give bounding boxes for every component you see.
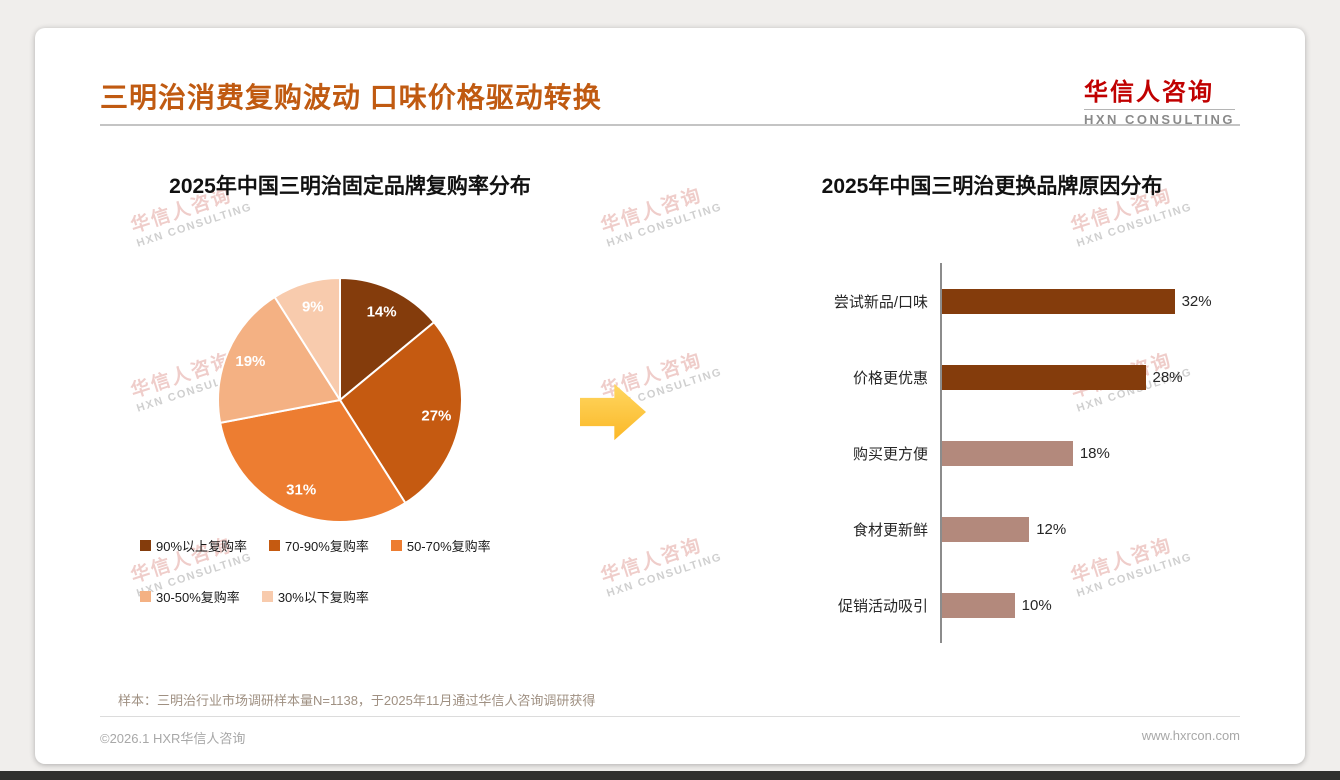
legend-swatch	[269, 540, 281, 551]
legend-swatch	[390, 540, 402, 551]
pie-chart-title: 2025年中国三明治固定品牌复购率分布	[169, 175, 531, 198]
legend-swatch	[140, 540, 151, 551]
bottom-edge-bar	[0, 771, 1340, 780]
bar-category-label: 食材更新鲜	[852, 521, 928, 539]
bar-plot-area: 28%	[940, 339, 1260, 415]
bar-plot-area: 32%	[940, 263, 1260, 339]
pie-slice	[273, 276, 341, 404]
bar-value-label: 12%	[1036, 520, 1067, 538]
footer-copyright: ©2026.1 HXR华信人咨询	[100, 731, 246, 746]
bar-category-label: 促销活动吸引	[837, 597, 928, 615]
bar-row: 价格更优惠 28%	[740, 339, 1260, 415]
bar-segment	[942, 440, 1073, 466]
legend-label: 50-70%复购率	[406, 539, 491, 554]
bar-value-label: 28%	[1152, 368, 1183, 386]
sample-footnote: 样本：三明治行业市场调研样本量N=1138，于2025年11月通过华信人咨询调研…	[118, 693, 596, 708]
legend-item: 90%以上复购率	[140, 536, 247, 555]
pie-slice	[338, 320, 463, 505]
pie-slice	[218, 398, 407, 523]
bar-row: 促销活动吸引 10%	[740, 567, 1260, 643]
bar-value-label: 32%	[1181, 292, 1212, 310]
bar-plot-area: 10%	[940, 567, 1260, 643]
bar-value-label: 18%	[1079, 444, 1110, 462]
bar-row: 尝试新品/口味 32%	[740, 263, 1260, 339]
pie-slice	[339, 276, 436, 403]
bar-segment	[942, 592, 1015, 618]
bar-chart: 尝试新品/口味 32% 价格更优惠 28% 购买更方便 18% 食材更新鲜 12% 促销活动吸引…	[740, 263, 1260, 643]
legend-label: 70-90%复购率	[285, 539, 369, 554]
legend-swatch	[261, 591, 273, 602]
page-title: 三明治消费复购波动 口味价格驱动转换	[100, 82, 602, 113]
legend-label: 30%以下复购率	[277, 590, 369, 605]
logo-chinese-text: 华信人咨询	[1083, 79, 1214, 106]
bar-segment	[942, 516, 1030, 542]
bar-plot-area: 18%	[940, 415, 1260, 491]
pie-slice	[217, 295, 342, 425]
company-logo: 华信人咨询 HXN CONSULTING	[1083, 72, 1235, 127]
pie-slice-label: 9%	[302, 298, 324, 315]
bar-value-label: 10%	[1021, 596, 1052, 614]
bar-row: 购买更方便 18%	[740, 415, 1260, 491]
bar-row: 食材更新鲜 12%	[740, 491, 1260, 567]
pie-chart: 14% 27% 31% 19% 9%	[217, 276, 463, 523]
bar-segment	[942, 288, 1175, 314]
legend-label: 90%以上复购率	[156, 539, 248, 554]
pie-slice-label: 14%	[367, 304, 397, 321]
bar-category-label: 尝试新品/口味	[833, 293, 928, 311]
legend-item: 30-50%复购率	[140, 587, 240, 606]
pie-legend: 90%以上复购率 70-90%复购率 50-70%复购率 30-50%复购率 30%以下…	[140, 536, 590, 638]
slide: 华信人咨询 HXN CONSULTING 华信人咨询 HXN CONSULTING 华信…	[35, 28, 1305, 764]
pie-slice-label: 31%	[286, 482, 316, 499]
legend-item: 30%以下复购率	[261, 587, 369, 606]
pie-slice-label: 27%	[421, 407, 451, 424]
footer-divider	[100, 716, 1240, 717]
legend-swatch	[140, 591, 151, 602]
pie-slice-label: 19%	[235, 353, 265, 370]
logo-english-text: HXN CONSULTING	[1083, 109, 1235, 127]
legend-item: 50-70%复购率	[390, 536, 491, 555]
legend-label: 30-50%复购率	[156, 590, 240, 605]
bar-plot-area: 12%	[940, 491, 1260, 567]
bar-segment	[942, 364, 1146, 390]
header-divider	[100, 124, 1240, 126]
bar-chart-title: 2025年中国三明治更换品牌原因分布	[821, 175, 1163, 198]
arrow-right-icon	[580, 383, 646, 441]
bar-category-label: 价格更优惠	[852, 369, 928, 387]
footer-website: www.hxrcon.com	[1141, 728, 1240, 743]
legend-item: 70-90%复购率	[269, 536, 369, 555]
bar-category-label: 购买更方便	[852, 445, 928, 463]
